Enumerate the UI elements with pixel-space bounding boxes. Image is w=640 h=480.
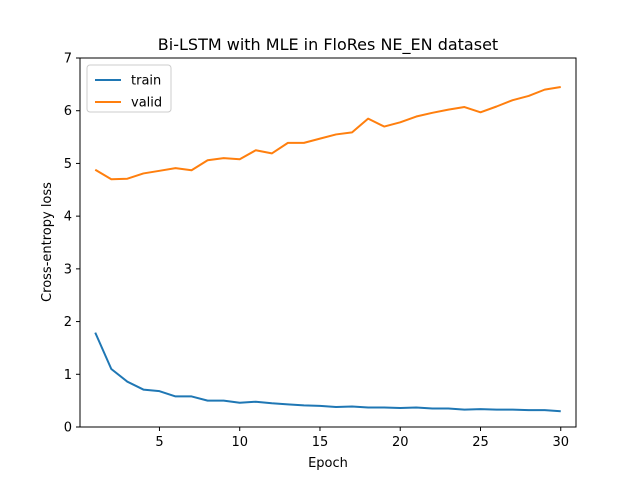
series-line-valid: [94, 86, 561, 181]
x-axis: 5 10 15 20 25 30: [155, 427, 569, 450]
y-tick-label: 3: [64, 262, 72, 277]
legend-box: [86, 64, 172, 113]
x-axis-title: Epoch: [308, 456, 348, 471]
y-axis: 0 1 2 3 4 5 6 7: [64, 52, 80, 436]
y-tick-label: 7: [64, 52, 72, 67]
y-tick-label: 5: [64, 157, 72, 172]
x-tick-label: 5: [155, 435, 163, 450]
y-tick-label: 0: [64, 421, 72, 436]
legend-label-train: train: [131, 74, 161, 89]
series-line-train: [94, 332, 561, 413]
y-tick-label: 4: [64, 210, 72, 225]
y-tick-label: 2: [64, 315, 72, 330]
x-tick-label: 30: [552, 435, 569, 450]
chart-title: Bi-LSTM with MLE in FloRes NE_EN dataset: [158, 35, 498, 55]
legend: train valid: [86, 64, 172, 113]
y-tick-label: 1: [64, 368, 72, 383]
y-tick-label: 6: [64, 104, 72, 119]
x-tick-label: 20: [392, 435, 409, 450]
x-tick-label: 10: [231, 435, 248, 450]
axes-frame: [79, 57, 577, 428]
plot-area: [94, 86, 561, 413]
y-axis-title: Cross-entropy loss: [40, 182, 55, 302]
legend-label-valid: valid: [131, 96, 162, 111]
x-tick-label: 15: [312, 435, 329, 450]
x-tick-label: 25: [472, 435, 489, 450]
